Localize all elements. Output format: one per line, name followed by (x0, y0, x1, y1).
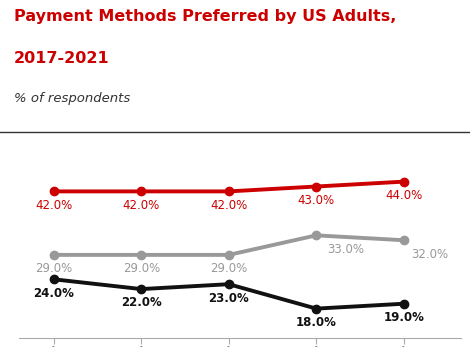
Text: 29.0%: 29.0% (35, 262, 72, 275)
Text: 42.0%: 42.0% (35, 199, 72, 212)
Text: 32.0%: 32.0% (411, 247, 448, 260)
Text: Payment Methods Preferred by US Adults,: Payment Methods Preferred by US Adults, (14, 9, 397, 24)
Text: 23.0%: 23.0% (208, 291, 249, 304)
Text: 2017-2021: 2017-2021 (14, 51, 110, 66)
Text: 42.0%: 42.0% (210, 199, 247, 212)
Text: 18.0%: 18.0% (296, 316, 337, 329)
Text: 44.0%: 44.0% (385, 189, 423, 202)
Text: 29.0%: 29.0% (123, 262, 160, 275)
Text: 19.0%: 19.0% (384, 311, 424, 324)
Text: 22.0%: 22.0% (121, 296, 162, 309)
Text: 29.0%: 29.0% (210, 262, 247, 275)
Text: 43.0%: 43.0% (298, 194, 335, 207)
Text: 33.0%: 33.0% (327, 243, 364, 256)
Text: % of respondents: % of respondents (14, 92, 130, 105)
Text: 24.0%: 24.0% (33, 287, 74, 300)
Text: 42.0%: 42.0% (123, 199, 160, 212)
